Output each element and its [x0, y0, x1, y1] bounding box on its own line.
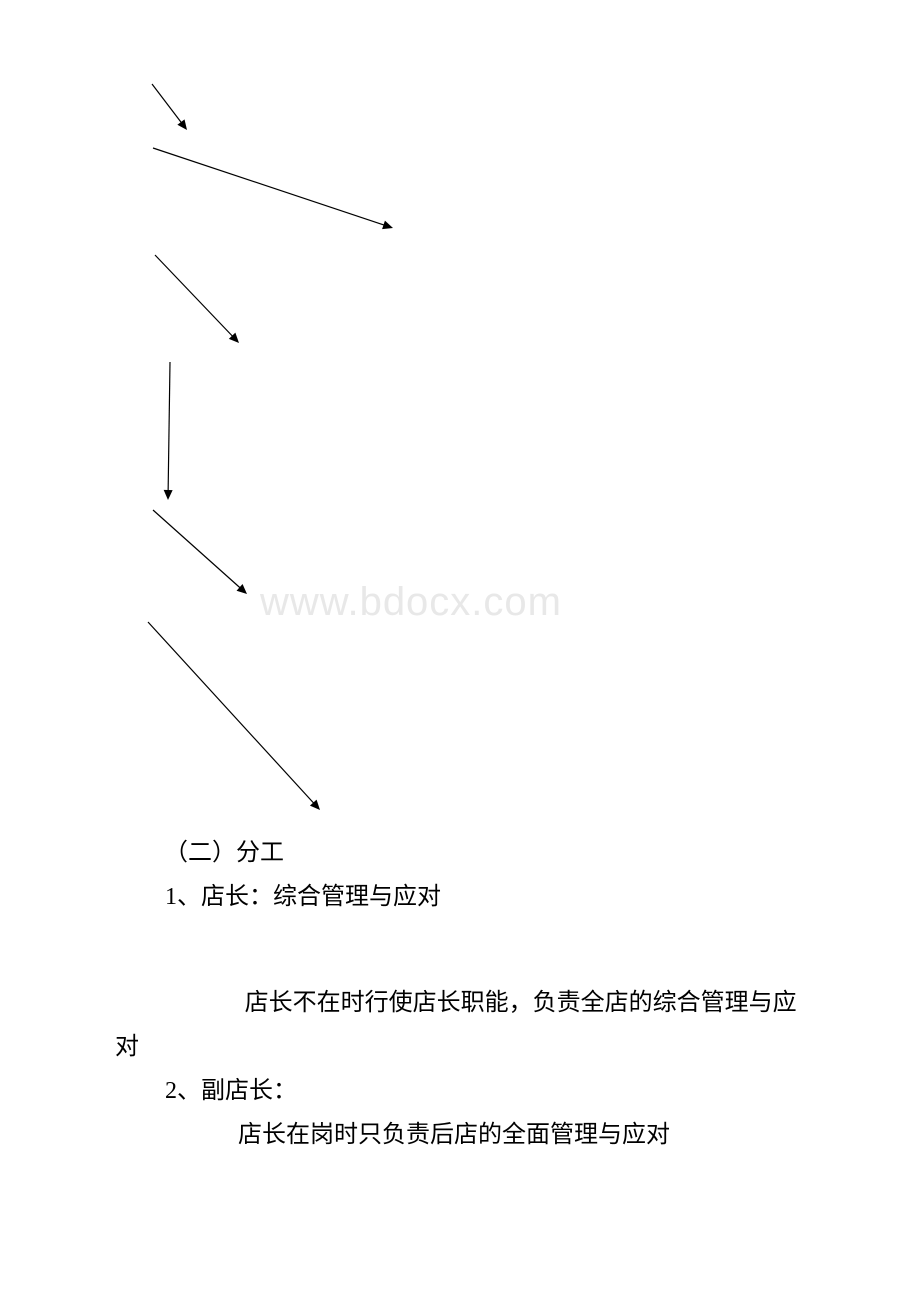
item-2-desc2: 店长在岗时只负责后店的全面管理与应对 — [238, 1114, 670, 1157]
item-2-desc-line1: 店长不在时行使店长职能，负责全店的综合管理与应 — [115, 982, 815, 1025]
item-2-deputy-manager: 2、副店长： — [165, 1070, 297, 1113]
item-1-manager: 1、店长：综合管理与应对 — [165, 876, 441, 919]
item-2-desc-line2: 对 — [115, 1026, 139, 1069]
arrows-diagram — [0, 0, 920, 820]
arrows-svg — [0, 0, 920, 820]
section-heading: （二）分工 — [164, 832, 284, 875]
